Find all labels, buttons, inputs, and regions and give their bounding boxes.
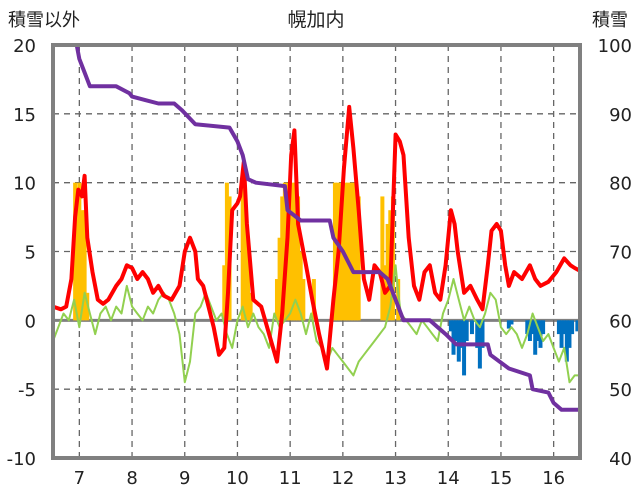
bar (280, 196, 285, 321)
bar (354, 182, 359, 321)
bar (564, 320, 569, 362)
bar (356, 196, 361, 321)
x-tick-label: 7 (74, 468, 85, 489)
bar (240, 182, 245, 321)
bar (224, 182, 229, 321)
bar (525, 320, 530, 335)
bar (79, 210, 84, 321)
bar (385, 223, 390, 321)
grid (53, 45, 580, 458)
bar (506, 320, 511, 329)
bar (541, 320, 546, 335)
bar (73, 182, 78, 321)
bar (527, 320, 532, 341)
bar (562, 320, 567, 335)
x-tick-label: 13 (384, 468, 407, 489)
x-tick-label: 14 (437, 468, 460, 489)
bar (298, 251, 303, 321)
bar (243, 196, 248, 321)
bar (274, 279, 279, 321)
y-left-tick-label: 10 (13, 174, 36, 195)
bar (456, 320, 461, 362)
bar (559, 320, 564, 348)
series-line (51, 104, 582, 371)
y-right-tick-label: 100 (598, 36, 632, 57)
bar (567, 320, 572, 348)
bar (346, 182, 351, 321)
bar (575, 320, 580, 332)
bar (462, 320, 467, 376)
bar (245, 237, 250, 321)
x-tick-label: 10 (226, 468, 249, 489)
bar (509, 320, 514, 325)
y-right-label: 積雪 (592, 10, 628, 31)
bar (348, 182, 353, 321)
bar (448, 320, 453, 332)
y-left-tick-label: -5 (18, 380, 36, 401)
series-line (51, 43, 582, 412)
bar (296, 196, 301, 321)
x-tick-label: 9 (179, 468, 190, 489)
bar (480, 320, 485, 348)
bar (332, 182, 337, 321)
bar (301, 279, 306, 321)
y-left-tick-label: -10 (7, 449, 36, 470)
bar (248, 292, 253, 321)
y-left-tick-label: 20 (13, 36, 36, 57)
y-right-tick-label: 80 (609, 174, 632, 195)
y-left-tick-label: 0 (25, 311, 36, 332)
bar (380, 196, 385, 321)
y-left-tick-label: 5 (25, 243, 36, 264)
bar (75, 196, 80, 321)
bar (454, 320, 459, 341)
x-tick-label: 15 (489, 468, 512, 489)
bar (290, 182, 295, 321)
bar (343, 182, 348, 321)
x-tick-label: 16 (542, 468, 565, 489)
bar (533, 320, 538, 355)
x-tick-label: 8 (126, 468, 137, 489)
bar (77, 182, 82, 321)
bar (570, 320, 575, 335)
series-line (52, 264, 581, 384)
bar (469, 320, 474, 335)
bar (556, 320, 561, 335)
bar (293, 182, 298, 321)
bar (459, 320, 464, 348)
bar (451, 320, 456, 355)
y-right-tick-label: 40 (609, 449, 632, 470)
bar (464, 320, 469, 341)
y-right-tick-label: 50 (609, 380, 632, 401)
series-lines (51, 43, 582, 412)
bar (288, 182, 293, 321)
y-left-label: 積雪以外 (8, 10, 80, 31)
bar (277, 237, 282, 321)
bar (535, 320, 540, 341)
bar (351, 182, 356, 321)
y-right-tick-label: 60 (609, 311, 632, 332)
chart-title: 幌加内 (287, 9, 344, 31)
bar (530, 320, 535, 335)
y-right-tick-label: 70 (609, 243, 632, 264)
y-left-tick-label: 15 (13, 105, 36, 126)
y-right-tick-label: 90 (609, 105, 632, 126)
x-tick-label: 12 (331, 468, 354, 489)
bar (82, 210, 87, 321)
plot-frame (51, 43, 582, 460)
x-tick-label: 11 (279, 468, 302, 489)
bar (475, 320, 480, 348)
bar (222, 265, 227, 321)
